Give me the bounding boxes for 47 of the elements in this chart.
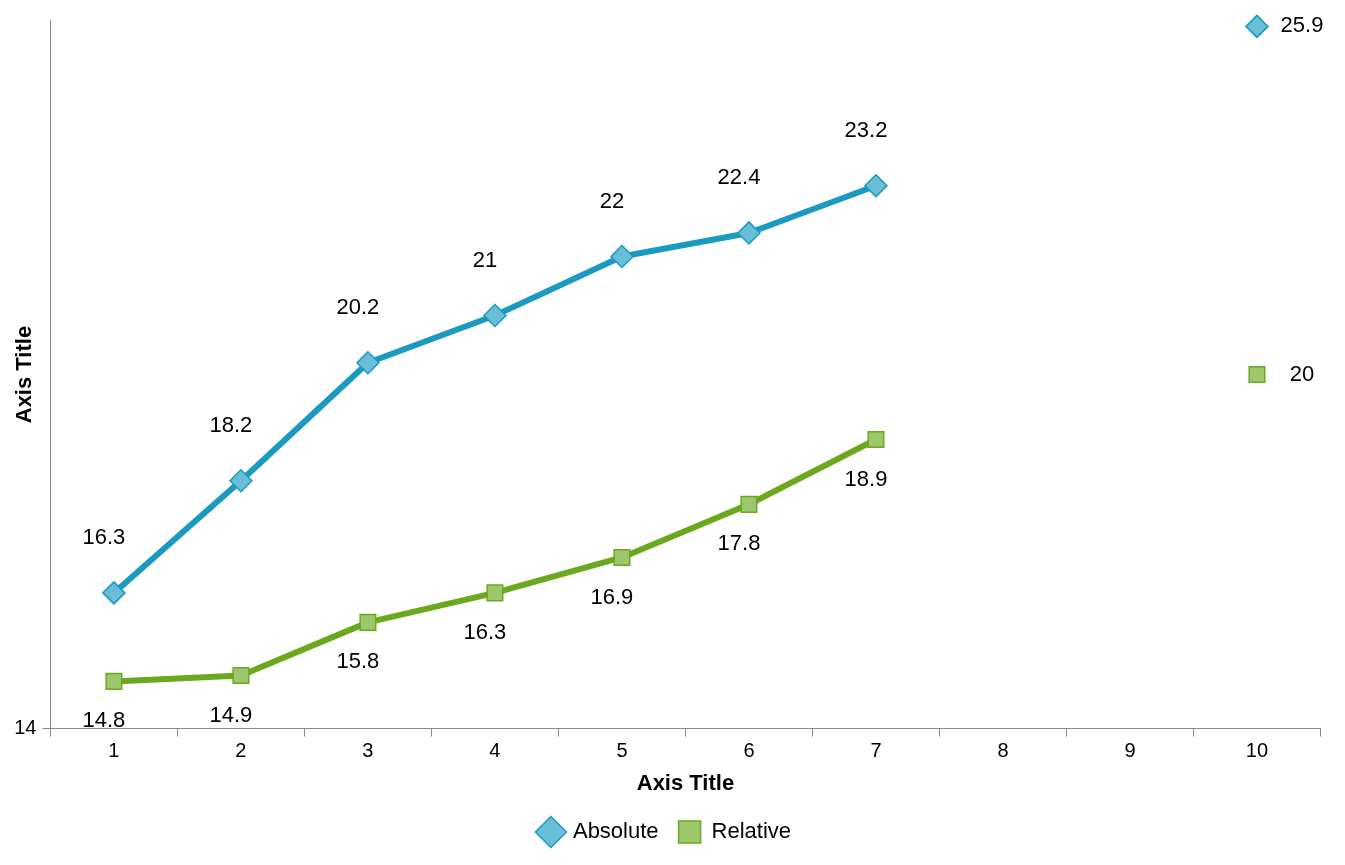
point bbox=[1248, 366, 1266, 384]
data-label: 16.3 bbox=[82, 523, 126, 549]
data-label: 25.9 bbox=[1280, 12, 1324, 38]
point bbox=[483, 303, 507, 328]
data-label: 18.2 bbox=[209, 411, 253, 437]
data-label: 16.9 bbox=[590, 583, 634, 609]
x-tick-label: 9 bbox=[1124, 739, 1136, 762]
data-label: 20.2 bbox=[336, 293, 380, 319]
point bbox=[356, 351, 380, 375]
point bbox=[740, 495, 758, 513]
data-label: 16.3 bbox=[463, 618, 507, 644]
x-tick-label: 10 bbox=[1245, 739, 1269, 762]
x-tick-label: 2 bbox=[235, 739, 247, 762]
x-tick-label: 5 bbox=[616, 739, 628, 762]
legend-label: Relative bbox=[711, 818, 792, 844]
text: 14 bbox=[14, 716, 37, 739]
data-label: 21 bbox=[472, 246, 498, 272]
data-label: 17.8 bbox=[717, 530, 761, 556]
point bbox=[105, 672, 123, 690]
x-tick-label: 3 bbox=[362, 739, 374, 762]
x-tick-label: 4 bbox=[489, 739, 501, 762]
point bbox=[737, 221, 761, 245]
point bbox=[229, 469, 253, 493]
point bbox=[613, 548, 631, 566]
point bbox=[486, 584, 504, 602]
y-axis-title: Axis Title bbox=[11, 325, 37, 424]
legend-label: Absolute bbox=[572, 818, 659, 844]
data-label: 14.9 bbox=[209, 701, 253, 727]
data-label: 15.8 bbox=[336, 648, 380, 674]
data-label: 20 bbox=[1289, 360, 1315, 386]
x-tick-label: 8 bbox=[997, 739, 1009, 762]
point bbox=[359, 613, 377, 631]
point bbox=[232, 666, 250, 685]
point bbox=[864, 173, 888, 198]
point bbox=[1245, 14, 1269, 39]
x-tick-label: 7 bbox=[870, 739, 882, 762]
data-label: 18.9 bbox=[844, 465, 888, 491]
x-tick-label: 1 bbox=[108, 739, 120, 762]
data-label: 22 bbox=[599, 187, 625, 213]
data-label: 14.8 bbox=[82, 707, 126, 733]
point bbox=[102, 581, 126, 605]
x-axis-title: Axis Title bbox=[636, 769, 735, 795]
point bbox=[610, 244, 634, 269]
point bbox=[867, 430, 885, 448]
data-label: 23.2 bbox=[844, 116, 888, 142]
x-tick-label: 6 bbox=[743, 739, 755, 762]
data-label: 22.4 bbox=[717, 163, 761, 189]
